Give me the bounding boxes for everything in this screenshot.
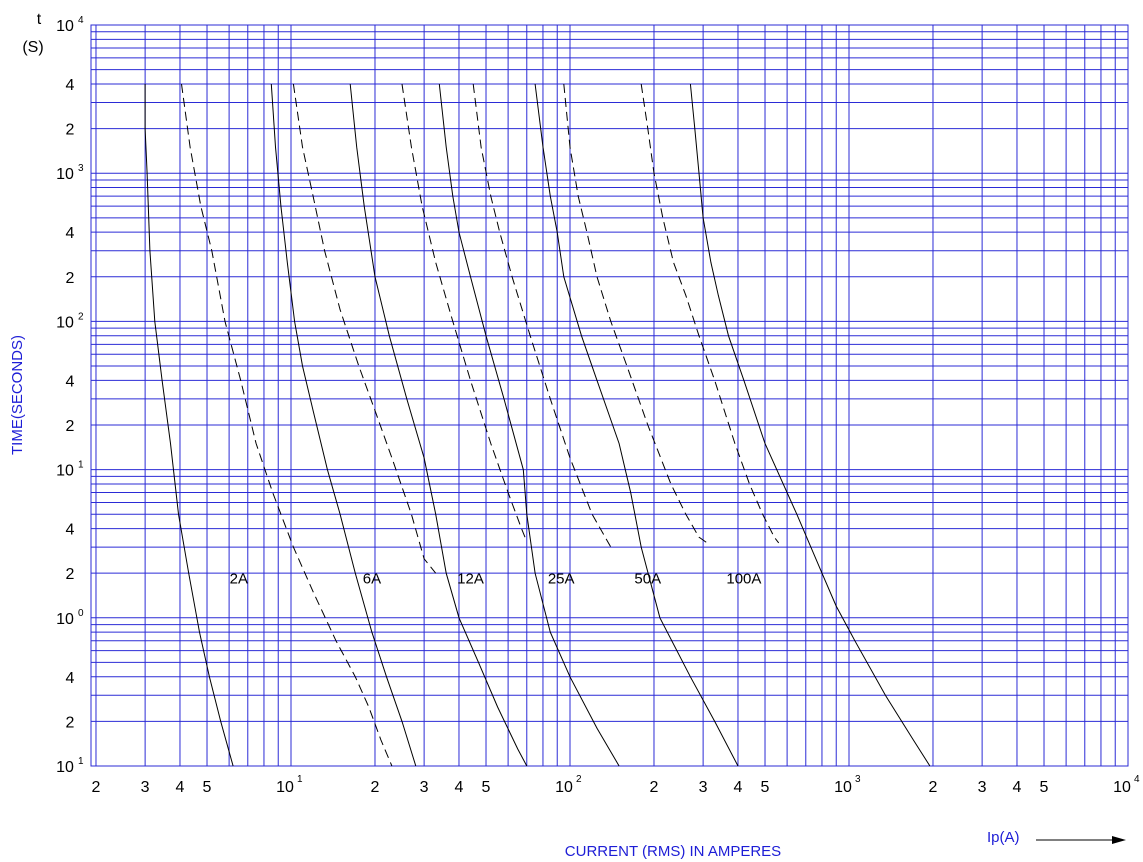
series-100a-dashed-curve <box>640 83 780 544</box>
series-label-50a: 50A <box>634 571 661 588</box>
y-tick-label: 2 <box>66 122 75 139</box>
x-tick-label: 10 <box>555 779 573 796</box>
series-label-6a: 6A <box>363 571 381 588</box>
series-6a-dashed-curve <box>292 83 437 574</box>
series-label-100a: 100A <box>726 571 761 588</box>
y-tick-label: 2 <box>66 418 75 435</box>
x-tick-label: 2 <box>929 779 938 796</box>
y-tick-label: 10 <box>56 166 74 183</box>
plot-frame <box>90 24 1129 767</box>
x-tick-label: 3 <box>699 779 708 796</box>
y-axis-ticks: 10 4 4 2 10 3 4 2 10 2 4 2 10 1 4 2 10 0 4 2 10 1 <box>56 15 84 776</box>
x-unit-label: Ip(A) <box>987 829 1020 846</box>
x-tick-label: 5 <box>1040 779 1049 796</box>
y-tick-exponent: 1 <box>78 756 84 767</box>
y-tick-exponent: 1 <box>78 460 84 471</box>
x-tick-exponent: 3 <box>855 774 861 785</box>
y-tick-label: 2 <box>66 714 75 731</box>
y-tick-exponent: 3 <box>78 163 84 174</box>
x-axis-label: CURRENT (RMS) IN AMPERES <box>565 843 781 860</box>
series-12a-solid-curve <box>349 83 528 767</box>
y-unit-label: (S) <box>22 39 43 56</box>
y-tick-label: 4 <box>66 373 75 390</box>
x-tick-exponent: 2 <box>576 774 582 785</box>
series-6a-solid-curve <box>270 83 417 767</box>
series-50a-dashed-curve <box>563 83 708 544</box>
x-tick-exponent: 1 <box>297 774 303 785</box>
y-tick-label: 4 <box>66 77 75 94</box>
x-tick-label: 2 <box>92 779 101 796</box>
y-tick-label: 4 <box>66 670 75 687</box>
x-axis-ticks: 2 3 4 5 10 1 2 3 4 5 10 2 2 3 4 5 10 3 2 3 4 5 10 4 <box>92 774 1140 796</box>
y-tick-label: 4 <box>66 522 75 539</box>
series-25a-solid-curve <box>438 83 620 767</box>
y-tick-label: 4 <box>66 225 75 242</box>
x-tick-label: 4 <box>176 779 185 796</box>
y-axis-label: TIME(SECONDS) <box>9 335 26 455</box>
y-tick-exponent: 0 <box>78 608 84 619</box>
x-tick-label: 3 <box>978 779 987 796</box>
y-tick-label: 10 <box>56 18 74 35</box>
series-12a-dashed-curve <box>401 83 526 538</box>
y-tick-label: 2 <box>66 270 75 287</box>
series-label-12a: 12A <box>457 571 484 588</box>
chart-grid <box>90 24 1129 767</box>
series-50a-solid-curve <box>534 83 739 767</box>
x-tick-label: 4 <box>734 779 743 796</box>
x-tick-exponent: 4 <box>1134 774 1140 785</box>
x-tick-label: 10 <box>834 779 852 796</box>
y-tick-label: 2 <box>66 566 75 583</box>
x-tick-label: 4 <box>1013 779 1022 796</box>
chart-curves <box>144 83 931 767</box>
series-labels: 2A 6A 12A 25A 50A 100A <box>230 571 762 588</box>
x-unit-arrow-icon <box>1036 836 1126 844</box>
x-tick-label: 5 <box>482 779 491 796</box>
y-tick-exponent: 4 <box>78 15 84 26</box>
x-tick-label: 5 <box>203 779 212 796</box>
x-tick-label: 5 <box>761 779 770 796</box>
x-tick-label: 4 <box>455 779 464 796</box>
x-tick-label: 3 <box>420 779 429 796</box>
y-tick-label: 10 <box>56 759 74 776</box>
x-tick-label: 10 <box>1113 779 1131 796</box>
y-tick-label: 10 <box>56 314 74 331</box>
y-top-label: t <box>37 11 42 28</box>
y-tick-label: 10 <box>56 463 74 480</box>
series-25a-dashed-curve <box>472 83 612 548</box>
series-label-2a: 2A <box>230 571 248 588</box>
y-tick-exponent: 2 <box>78 311 84 322</box>
x-tick-label: 2 <box>650 779 659 796</box>
x-tick-label: 2 <box>371 779 380 796</box>
x-tick-label: 10 <box>276 779 294 796</box>
x-tick-label: 3 <box>141 779 150 796</box>
y-tick-label: 10 <box>56 611 74 628</box>
series-label-25a: 25A <box>548 571 575 588</box>
series-100a-solid-curve <box>689 83 931 767</box>
series-2a-solid-curve <box>144 84 234 767</box>
